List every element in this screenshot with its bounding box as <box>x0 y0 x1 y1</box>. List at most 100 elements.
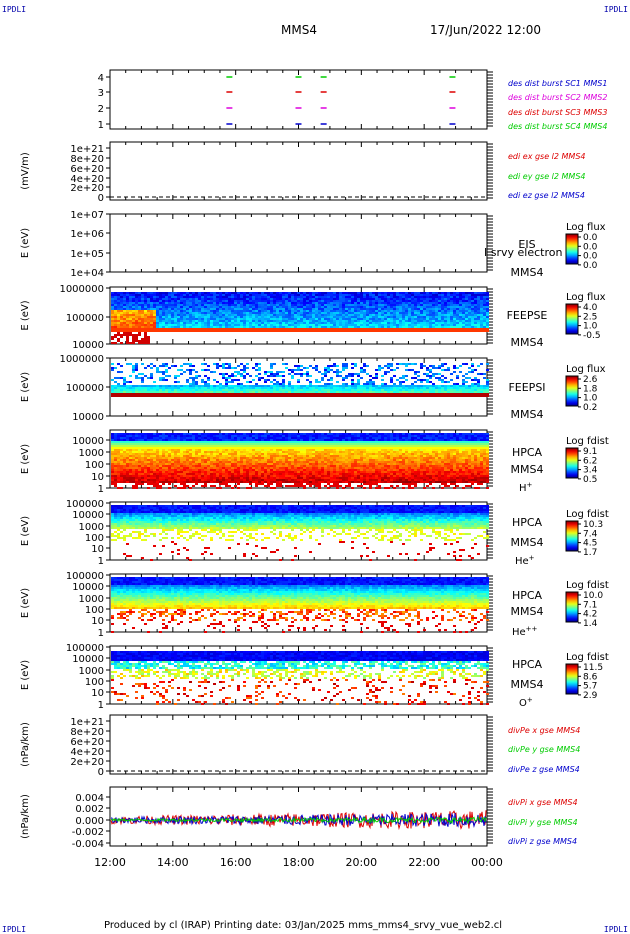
spectro-cell <box>435 292 438 294</box>
spectro-cell <box>354 298 357 300</box>
spectro-cell <box>258 298 261 300</box>
spectro-cell <box>429 310 432 312</box>
spectro-cell <box>261 322 264 324</box>
spectro-cell <box>468 326 471 328</box>
spectro-cell <box>219 326 222 328</box>
spectro-cell <box>342 383 345 385</box>
spectro-cell <box>354 318 357 320</box>
spectro-cell <box>258 314 261 316</box>
spectro-cell <box>126 316 129 318</box>
spectro-cell <box>204 318 207 320</box>
spectro-cell <box>156 393 159 395</box>
spectro-cell <box>165 393 168 395</box>
spectro-cell <box>330 324 333 326</box>
spectro-cell <box>486 330 489 332</box>
spectro-cell <box>375 385 378 387</box>
spectro-cell <box>345 367 348 369</box>
spectro-cell <box>162 314 165 316</box>
spectro-cell <box>171 385 174 387</box>
spectro-cell <box>432 318 435 320</box>
spectro-cell <box>333 314 336 316</box>
spectro-cell <box>285 304 288 306</box>
spectro-cell <box>384 320 387 322</box>
spectro-cell <box>246 330 249 332</box>
spectro-cell <box>291 391 294 393</box>
spectro-cell <box>462 326 465 328</box>
spectro-cell <box>411 296 414 298</box>
spectro-cell <box>414 318 417 320</box>
spectro-cell <box>123 473 126 475</box>
spectro-cell <box>258 395 261 397</box>
spectro-cell <box>273 308 276 310</box>
spectro-cell <box>129 387 132 389</box>
spectro-cell <box>114 336 117 338</box>
spectro-cell <box>219 365 222 367</box>
spectro-cell <box>111 300 114 302</box>
spectro-cell <box>210 310 213 312</box>
spectro-cell <box>207 296 210 298</box>
spectro-cell <box>231 381 234 383</box>
spectro-cell <box>198 300 201 302</box>
spectro-cell <box>270 314 273 316</box>
spectro-cell <box>111 461 114 463</box>
spectro-cell <box>348 310 351 312</box>
spectro-cell <box>324 383 327 385</box>
spectro-cell <box>291 294 294 296</box>
spectro-cell <box>201 381 204 383</box>
spectro-cell <box>111 471 114 473</box>
spectro-cell <box>435 322 438 324</box>
spectro-cell <box>222 314 225 316</box>
spectro-cell <box>234 371 237 373</box>
spectro-cell <box>228 395 231 397</box>
spectro-cell <box>213 320 216 322</box>
spectro-cell <box>207 369 210 371</box>
spectro-cell <box>438 377 441 379</box>
spectro-cell <box>177 316 180 318</box>
spectro-cell <box>249 395 252 397</box>
spectro-cell <box>213 322 216 324</box>
spectro-cell <box>459 320 462 322</box>
spectro-cell <box>366 306 369 308</box>
spectro-cell <box>150 363 153 365</box>
legend-burst-3: des dist burst SC4 MMS4 <box>508 122 607 131</box>
spectro-cell <box>195 322 198 324</box>
spectro-cell <box>156 367 159 369</box>
spectro-cell <box>231 385 234 387</box>
spectro-cell <box>150 330 153 332</box>
spectro-cell <box>297 292 300 294</box>
spectro-cell <box>402 306 405 308</box>
spectro-cell <box>123 379 126 381</box>
spectro-cell <box>114 469 117 471</box>
spectro-cell <box>129 477 132 479</box>
spectro-cell <box>282 391 285 393</box>
spectro-cell <box>474 324 477 326</box>
spectro-cell <box>462 322 465 324</box>
spectro-cell <box>378 391 381 393</box>
spectro-cell <box>390 326 393 328</box>
y-tick-label: 0.002 <box>75 804 104 815</box>
spectro-cell <box>486 381 489 383</box>
spectro-cell <box>114 395 117 397</box>
spectro-cell <box>339 324 342 326</box>
spectro-cell <box>120 300 123 302</box>
spectro-cell <box>390 393 393 395</box>
spectro-cell <box>240 389 243 391</box>
spectro-cell <box>366 387 369 389</box>
spectro-cell <box>360 367 363 369</box>
spectro-cell <box>204 326 207 328</box>
spectro-cell <box>456 296 459 298</box>
spectro-cell <box>402 292 405 294</box>
spectro-cell <box>228 393 231 395</box>
spectro-cell <box>120 308 123 310</box>
spectro-cell <box>186 391 189 393</box>
spectro-cell <box>288 308 291 310</box>
spectro-cell <box>384 373 387 375</box>
spectro-cell <box>402 395 405 397</box>
spectro-cell <box>264 391 267 393</box>
spectro-cell <box>480 373 483 375</box>
spectro-cell <box>357 385 360 387</box>
spectro-cell <box>138 340 141 342</box>
spectro-cell <box>135 334 138 336</box>
spectro-cell <box>141 342 144 344</box>
spectro-cell <box>360 306 363 308</box>
